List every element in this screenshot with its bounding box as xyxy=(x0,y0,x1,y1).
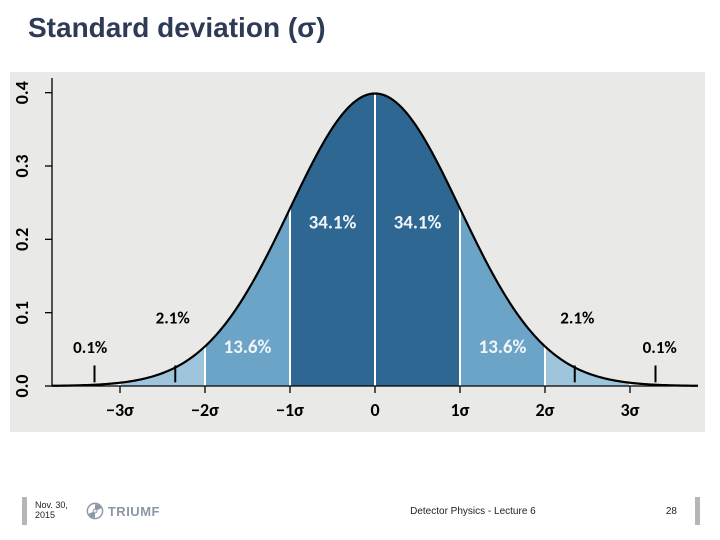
svg-text:2.1%: 2.1% xyxy=(560,308,594,329)
svg-text:0: 0 xyxy=(370,399,379,421)
svg-text:2.1%: 2.1% xyxy=(156,308,190,329)
svg-text:2σ: 2σ xyxy=(536,399,555,421)
svg-text:0.0: 0.0 xyxy=(11,374,33,397)
svg-text:13.6%: 13.6% xyxy=(479,336,527,359)
footer-page-number: 28 xyxy=(666,506,677,517)
svg-text:−2σ: −2σ xyxy=(191,399,219,421)
svg-text:3σ: 3σ xyxy=(621,399,640,421)
svg-text:13.6%: 13.6% xyxy=(224,336,272,359)
svg-text:0.1%: 0.1% xyxy=(643,337,677,358)
normal-distribution-chart: −3σ −2σ −1σ 0 1σ 2σ 3σ 0.0 0.1 0.2 0.3 0.4 0.1% 2.1% 1… xyxy=(10,72,705,432)
svg-text:−1σ: −1σ xyxy=(276,399,304,421)
footer-left-accent xyxy=(22,497,27,525)
footer-date-line2: 2015 xyxy=(35,511,68,521)
svg-text:−3σ: −3σ xyxy=(106,399,134,421)
svg-text:0.1%: 0.1% xyxy=(73,337,107,358)
chart-svg: −3σ −2σ −1σ 0 1σ 2σ 3σ 0.0 0.1 0.2 0.3 0.4 0.1% 2.1% 1… xyxy=(10,72,705,432)
svg-text:0.2: 0.2 xyxy=(11,228,33,251)
svg-text:0.4: 0.4 xyxy=(11,81,33,104)
svg-text:34.1%: 34.1% xyxy=(309,211,357,234)
triumf-logo-text: TRIUMF xyxy=(108,504,160,519)
footer-right-accent xyxy=(695,497,700,525)
svg-text:1σ: 1σ xyxy=(451,399,470,421)
slide-title: Standard deviation (σ) xyxy=(28,12,326,44)
svg-text:0.3: 0.3 xyxy=(11,154,33,177)
slide-footer: Nov. 30, 2015 TRIUMF Detector Physics - … xyxy=(0,496,720,526)
svg-text:34.1%: 34.1% xyxy=(394,211,442,234)
triumf-logo-icon xyxy=(86,502,104,520)
footer-date: Nov. 30, 2015 xyxy=(35,501,68,521)
svg-text:0.1: 0.1 xyxy=(11,301,33,324)
triumf-logo: TRIUMF xyxy=(86,502,160,520)
footer-lecture-name: Detector Physics - Lecture 6 xyxy=(280,506,666,517)
